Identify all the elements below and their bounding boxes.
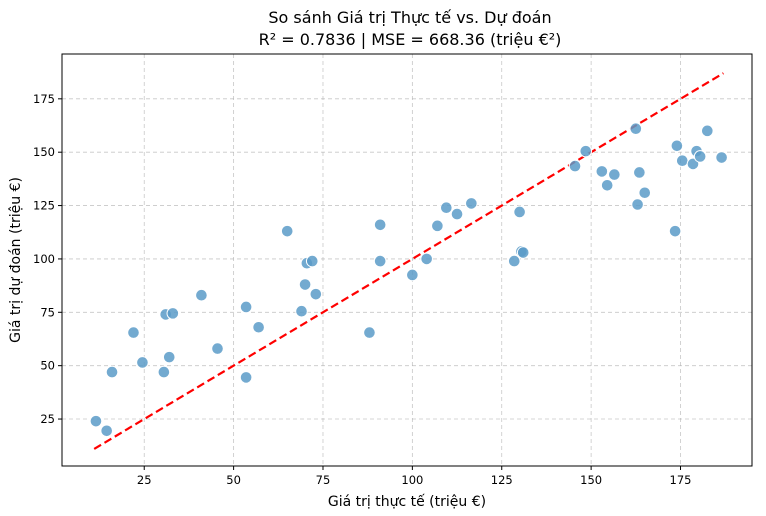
data-point — [280, 224, 294, 238]
data-point — [701, 124, 714, 138]
data-point — [295, 304, 308, 318]
y-tick-label: 175 — [33, 92, 55, 106]
data-point — [136, 356, 149, 369]
y-tick-label: 125 — [33, 199, 55, 213]
x-tick-label: 100 — [401, 473, 423, 487]
data-point — [127, 326, 140, 339]
y-tick-label: 75 — [40, 305, 55, 319]
x-tick-label: 75 — [316, 473, 331, 487]
x-tick-label: 175 — [670, 473, 692, 487]
x-tick-label: 50 — [226, 473, 241, 487]
data-point — [363, 326, 376, 339]
data-point — [715, 151, 728, 164]
y-tick-label: 100 — [33, 252, 55, 266]
plot-frame — [61, 53, 753, 467]
data-point — [450, 207, 464, 221]
y-axis-ticks: 25 50 75 100 125 150 175 — [33, 92, 62, 426]
data-point — [239, 371, 253, 384]
y-tick-label: 25 — [40, 412, 55, 426]
data-point — [631, 198, 644, 211]
data-point — [373, 254, 387, 268]
data-point — [239, 300, 253, 314]
data-point — [420, 252, 433, 266]
data-point — [162, 350, 176, 364]
y-tick-label: 50 — [40, 359, 55, 373]
data-point — [629, 122, 643, 136]
data-point — [309, 287, 323, 301]
x-axis-ticks: 25 50 75 100 125 150 175 — [137, 466, 692, 487]
data-point — [608, 168, 621, 181]
data-point — [211, 342, 224, 355]
data-point — [579, 144, 593, 158]
data-point — [166, 307, 180, 320]
data-point — [638, 186, 652, 200]
chart-subtitle: R² = 0.7836 | MSE = 668.36 (triệu €²) — [259, 30, 562, 49]
data-point — [89, 414, 103, 428]
x-tick-label: 125 — [491, 473, 513, 487]
x-axis-label: Giá trị thực tế (triệu €) — [328, 493, 486, 510]
data-point — [465, 197, 478, 210]
y-tick-label: 150 — [33, 145, 55, 159]
data-point — [633, 166, 646, 179]
data-point — [516, 246, 530, 259]
data-point — [670, 139, 684, 153]
data-point — [693, 150, 707, 163]
data-points — [89, 122, 728, 438]
data-point — [668, 224, 682, 238]
data-point — [595, 165, 609, 178]
data-point — [431, 219, 444, 233]
data-point — [157, 365, 171, 379]
data-point — [305, 254, 319, 268]
data-point — [252, 320, 265, 334]
data-point — [373, 218, 387, 232]
ideal-line — [93, 72, 724, 450]
data-point — [195, 288, 208, 302]
data-point — [600, 178, 614, 192]
data-point — [568, 159, 582, 173]
data-point — [105, 365, 119, 379]
y-axis-label: Giá trị dự đoán (triệu €) — [8, 177, 24, 343]
data-point — [675, 154, 689, 168]
data-point — [298, 278, 312, 291]
x-tick-label: 150 — [580, 473, 602, 487]
x-tick-label: 25 — [137, 473, 152, 487]
data-point — [513, 205, 526, 219]
data-point — [440, 201, 453, 214]
data-point — [406, 268, 419, 282]
chart-title: So sánh Giá trị Thực tế vs. Dự đoán — [268, 8, 551, 27]
data-point — [507, 254, 521, 268]
data-point — [100, 424, 113, 438]
